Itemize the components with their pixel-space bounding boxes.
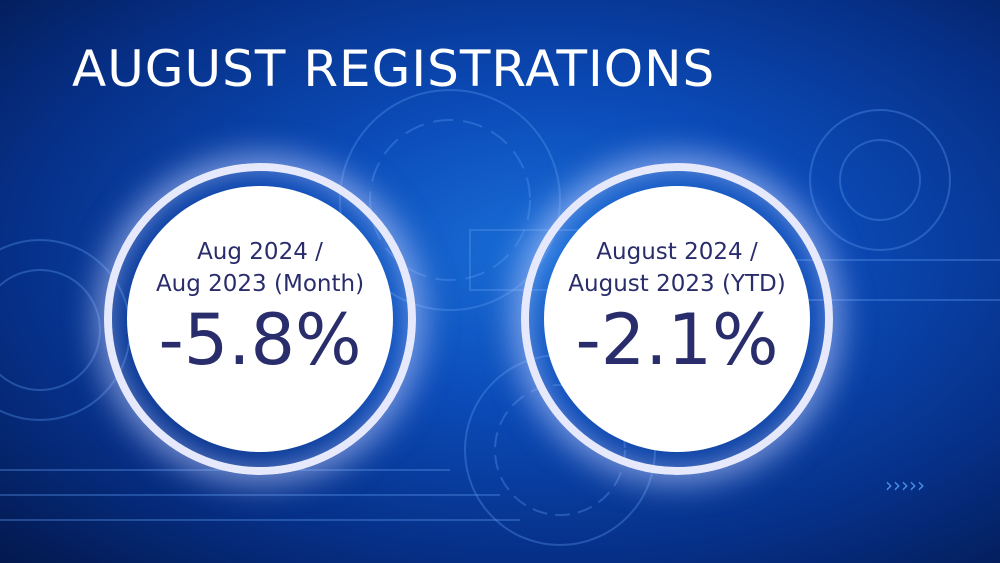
stat-value: -2.1% <box>575 299 779 381</box>
stat-value: -5.8% <box>158 299 362 381</box>
stat-label-line1: Aug 2024 / <box>197 239 323 265</box>
stat-circle-month: Aug 2024 / Aug 2023 (Month) -5.8% <box>104 163 416 475</box>
chevrons-icon: ››››› <box>885 473 925 497</box>
stat-label-line2: August 2023 (YTD) <box>568 271 786 297</box>
stat-label-line1: August 2024 / <box>596 239 758 265</box>
page-title: AUGUST REGISTRATIONS <box>72 40 716 98</box>
stat-label-line2: Aug 2023 (Month) <box>155 271 365 297</box>
stat-circle-ytd: August 2024 / August 2023 (YTD) -2.1% <box>521 163 833 475</box>
